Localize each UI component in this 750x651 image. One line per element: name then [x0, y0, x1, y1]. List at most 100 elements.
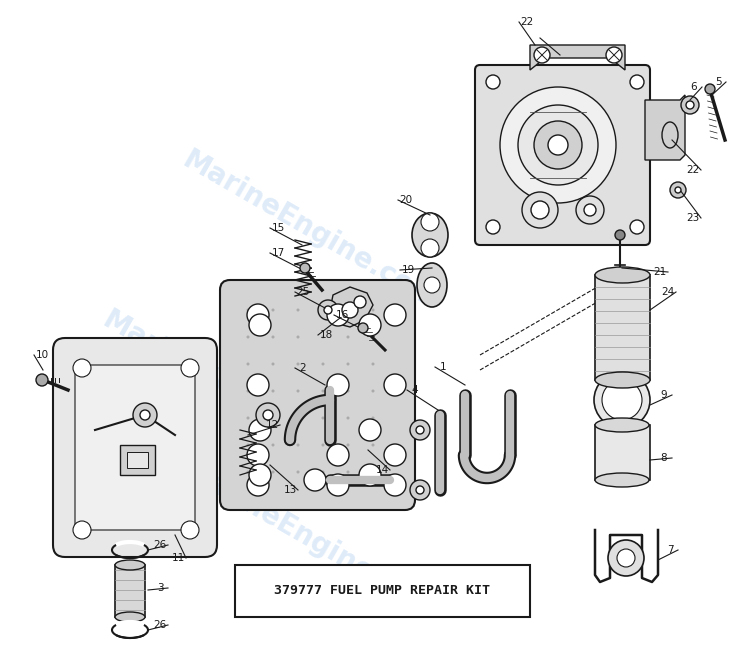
Circle shape: [371, 417, 374, 419]
Text: 1: 1: [440, 362, 446, 372]
Circle shape: [681, 96, 699, 114]
Circle shape: [608, 540, 644, 576]
Circle shape: [346, 309, 350, 311]
Circle shape: [247, 474, 269, 496]
Circle shape: [534, 47, 550, 63]
FancyBboxPatch shape: [475, 65, 650, 245]
Text: MarineEngine.com: MarineEngine.com: [177, 455, 442, 625]
Text: 22: 22: [520, 17, 534, 27]
Circle shape: [416, 486, 424, 494]
Text: 23: 23: [686, 213, 700, 223]
Circle shape: [675, 187, 681, 193]
Text: 2: 2: [300, 363, 306, 373]
Circle shape: [36, 374, 48, 386]
Text: 24: 24: [662, 287, 675, 297]
Circle shape: [615, 230, 625, 240]
Text: 25: 25: [296, 287, 310, 297]
Circle shape: [263, 410, 273, 420]
Circle shape: [327, 304, 349, 326]
Text: 15: 15: [272, 223, 285, 233]
Circle shape: [247, 444, 269, 466]
Circle shape: [421, 239, 439, 257]
Circle shape: [247, 304, 269, 326]
Text: 3: 3: [157, 583, 164, 593]
Text: 22: 22: [686, 165, 700, 175]
Circle shape: [522, 192, 558, 228]
Ellipse shape: [595, 372, 650, 388]
Bar: [235, 565, 530, 617]
Text: 26: 26: [153, 540, 166, 550]
Circle shape: [247, 374, 269, 396]
Text: 5: 5: [715, 77, 722, 87]
Text: 8: 8: [661, 453, 668, 463]
Circle shape: [181, 359, 199, 377]
Circle shape: [300, 263, 310, 273]
Circle shape: [249, 464, 271, 486]
Circle shape: [327, 374, 349, 396]
Text: 17: 17: [272, 248, 285, 258]
Bar: [127, 452, 148, 468]
Text: 6: 6: [691, 82, 698, 92]
Circle shape: [322, 443, 325, 447]
Circle shape: [272, 309, 274, 311]
Circle shape: [384, 374, 406, 396]
Polygon shape: [645, 95, 685, 160]
Circle shape: [424, 277, 440, 293]
Circle shape: [247, 417, 250, 419]
Circle shape: [342, 302, 358, 318]
Ellipse shape: [115, 560, 145, 570]
FancyBboxPatch shape: [53, 338, 217, 557]
Circle shape: [705, 84, 715, 94]
Circle shape: [359, 314, 381, 336]
Circle shape: [617, 549, 635, 567]
Circle shape: [73, 521, 91, 539]
Circle shape: [518, 105, 598, 185]
Circle shape: [410, 420, 430, 440]
Ellipse shape: [595, 418, 649, 432]
Text: 26: 26: [153, 620, 166, 630]
Circle shape: [384, 444, 406, 466]
Text: 18: 18: [320, 330, 333, 340]
Circle shape: [630, 220, 644, 234]
Circle shape: [486, 220, 500, 234]
Circle shape: [272, 443, 274, 447]
Text: 9: 9: [661, 390, 668, 400]
Text: 19: 19: [401, 265, 415, 275]
Circle shape: [322, 309, 325, 311]
Circle shape: [318, 300, 338, 320]
Circle shape: [371, 335, 374, 339]
Circle shape: [371, 389, 374, 393]
Bar: [120, 445, 155, 475]
Circle shape: [304, 469, 326, 491]
Circle shape: [322, 417, 325, 419]
Circle shape: [133, 403, 157, 427]
Circle shape: [602, 380, 642, 420]
FancyBboxPatch shape: [220, 280, 415, 510]
Text: 13: 13: [284, 485, 296, 495]
Circle shape: [531, 201, 549, 219]
Circle shape: [296, 471, 299, 473]
Circle shape: [322, 471, 325, 473]
Circle shape: [247, 309, 250, 311]
Circle shape: [630, 75, 644, 89]
Circle shape: [247, 389, 250, 393]
Ellipse shape: [595, 267, 650, 283]
Circle shape: [249, 419, 271, 441]
Circle shape: [256, 403, 280, 427]
Circle shape: [247, 363, 250, 365]
Circle shape: [296, 363, 299, 365]
Circle shape: [346, 389, 350, 393]
Bar: [115, 565, 145, 617]
Circle shape: [327, 444, 349, 466]
Text: 7: 7: [667, 545, 674, 555]
Text: 14: 14: [375, 465, 388, 475]
Circle shape: [249, 314, 271, 336]
Text: 16: 16: [335, 310, 349, 320]
Circle shape: [322, 389, 325, 393]
Circle shape: [670, 182, 686, 198]
Circle shape: [181, 521, 199, 539]
Circle shape: [486, 75, 500, 89]
Circle shape: [584, 204, 596, 216]
Circle shape: [73, 359, 91, 377]
Circle shape: [247, 443, 250, 447]
